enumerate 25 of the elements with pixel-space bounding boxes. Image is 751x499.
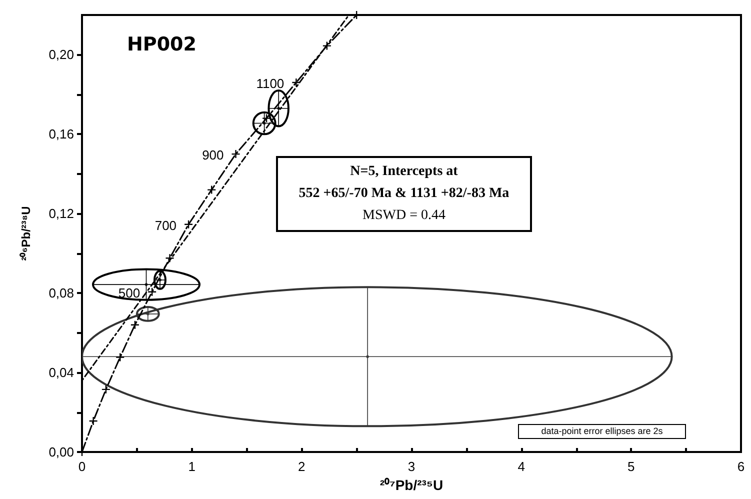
x-tick-label: 4 [518,459,525,474]
info-box: N=5, Intercepts at 552 +65/-70 Ma & 1131 +82/-83 Ma MSWD = 0.44 [276,156,532,232]
y-axis-title: ²⁰⁶Pb/²³⁸U [19,206,33,261]
y-tick-label: 0,04 [48,365,74,380]
x-tick-label: 1 [188,459,196,474]
x-tick-label: 2 [298,459,306,474]
annotation: N=5, Intercepts at [349,163,459,181]
x-tick-label: 6 [737,459,745,474]
x-tick-label: 3 [408,459,416,474]
x-tick-label: 0 [78,459,86,474]
y-tick-label: 0,12 [48,206,74,222]
y-tick-label: 0,00 [48,444,74,460]
x-axis-title: ²⁰⁷Pb/²³⁵U [380,476,444,493]
annotation: 552 +65/-70 Ma & 1131 +82/-83 Ma [298,185,510,203]
y-tick-label: 0,08 [48,286,74,301]
y-tick-label: 0,16 [48,126,74,142]
annotation: 900 [202,148,224,163]
note-box: data-point error ellipses are 2s [518,424,686,439]
annotation: 1100 [256,76,284,92]
y-tick-label: 0,20 [48,47,74,62]
x-tick-label: 5 [628,459,635,474]
annotation: MSWD = 0.44 [362,207,446,225]
annotation: 700 [154,218,177,233]
annotation: 500 [118,285,140,300]
text: HP002 [127,34,196,56]
